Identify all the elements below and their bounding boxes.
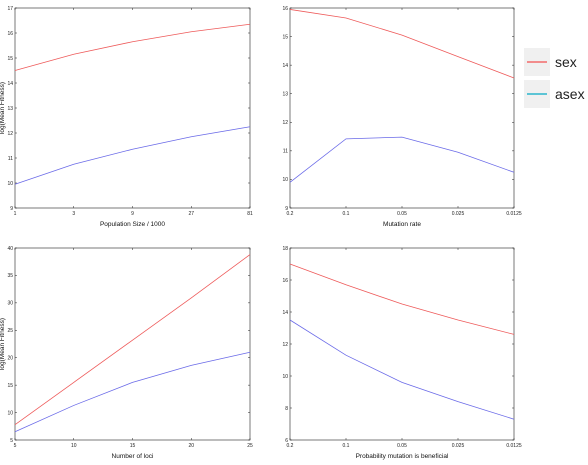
y-tick-label: 9 <box>10 206 13 212</box>
y-tick-label: 30 <box>7 301 13 307</box>
x-tick-label: 0.025 <box>452 211 465 217</box>
series-line-asex <box>14 351 251 433</box>
x-tick-label: 0.2 <box>287 211 294 217</box>
x-tick-label: 0.05 <box>397 211 407 217</box>
y-tick-label: 6 <box>285 438 288 444</box>
y-tick-label: 40 <box>7 246 13 252</box>
y-tick-label: 17 <box>7 6 13 12</box>
y-tick-label: 16 <box>282 278 288 284</box>
x-tick-label: 0.1 <box>343 211 350 217</box>
x-tick-label: 25 <box>247 443 253 449</box>
x-tick-label: 81 <box>247 211 253 217</box>
y-tick-label: 15 <box>7 383 13 389</box>
x-tick-label: 20 <box>188 443 194 449</box>
y-axis-label: log(Mean Fitness) <box>0 82 6 134</box>
x-tick-label: 15 <box>130 443 136 449</box>
x-tick-label: 5 <box>14 443 17 449</box>
x-axis-label: Population Size / 1000 <box>100 221 165 228</box>
y-tick-label: 10 <box>282 177 288 183</box>
x-axis-label: Number of loci <box>112 453 154 460</box>
y-tick-label: 9 <box>285 206 288 212</box>
y-tick-label: 12 <box>282 342 288 348</box>
legend-label-sex: sex <box>555 54 577 70</box>
chart-2: 0.2 0.1 0.05 0.025 0.0125 9 10 11 12 13 14 15 16 Muta… <box>282 6 521 228</box>
series-line-sex <box>14 254 251 425</box>
x-tick-label: 27 <box>188 211 194 217</box>
x-axis-label: Probability mutation is beneficial <box>356 453 449 460</box>
chart-4: 0.2 0.1 0.05 0.025 0.0125 6 8 10 12 14 16 18 Probabi… <box>282 246 521 460</box>
series-line-asex <box>289 136 515 183</box>
x-axis-label: Mutation rate <box>383 221 421 228</box>
y-tick-label: 18 <box>282 246 288 252</box>
x-tick-label: 0.0125 <box>506 443 522 449</box>
series-line-asex <box>14 126 251 185</box>
y-tick-label: 13 <box>7 106 13 112</box>
y-tick-label: 14 <box>282 310 288 316</box>
x-tick-label: 0.2 <box>287 443 294 449</box>
y-tick-label: 11 <box>283 149 288 155</box>
x-tick-label: 9 <box>131 211 134 217</box>
series-line-sex <box>14 23 251 71</box>
y-tick-label: 35 <box>7 273 13 279</box>
y-tick-label: 10 <box>7 410 13 416</box>
series-line-sex <box>289 9 515 79</box>
legend-label-asex: asex <box>555 86 585 102</box>
y-tick-label: 16 <box>282 6 288 12</box>
y-tick-label: 25 <box>7 328 13 334</box>
x-tick-label: 0.0125 <box>506 211 522 217</box>
x-tick-label: 0.1 <box>343 443 350 449</box>
y-tick-label: 8 <box>285 406 288 412</box>
y-tick-label: 10 <box>282 374 288 380</box>
y-tick-label: 11 <box>8 156 13 162</box>
y-axis-label: log(Mean Fitness) <box>0 318 6 370</box>
y-tick-label: 5 <box>10 438 13 444</box>
y-tick-label: 20 <box>7 356 13 362</box>
y-tick-label: 14 <box>7 81 13 87</box>
x-tick-label: 3 <box>72 211 75 217</box>
x-tick-label: 0.025 <box>452 443 465 449</box>
x-tick-label: 10 <box>71 443 77 449</box>
series-line-asex <box>289 319 515 420</box>
y-tick-label: 15 <box>7 56 13 62</box>
y-tick-label: 12 <box>7 131 13 137</box>
x-tick-label: 1 <box>14 211 17 217</box>
y-tick-label: 14 <box>282 63 288 69</box>
y-tick-label: 12 <box>282 120 288 126</box>
y-tick-label: 16 <box>7 31 13 37</box>
y-tick-label: 13 <box>282 92 288 98</box>
x-tick-label: 0.05 <box>397 443 407 449</box>
y-tick-label: 10 <box>7 181 13 187</box>
legend: sex asex <box>524 48 585 108</box>
series-line-sex <box>289 263 515 335</box>
y-tick-label: 15 <box>282 34 288 40</box>
chart-3: 5 10 15 20 25 5 10 15 20 25 30 35 40 Number of loci lo… <box>0 246 253 460</box>
